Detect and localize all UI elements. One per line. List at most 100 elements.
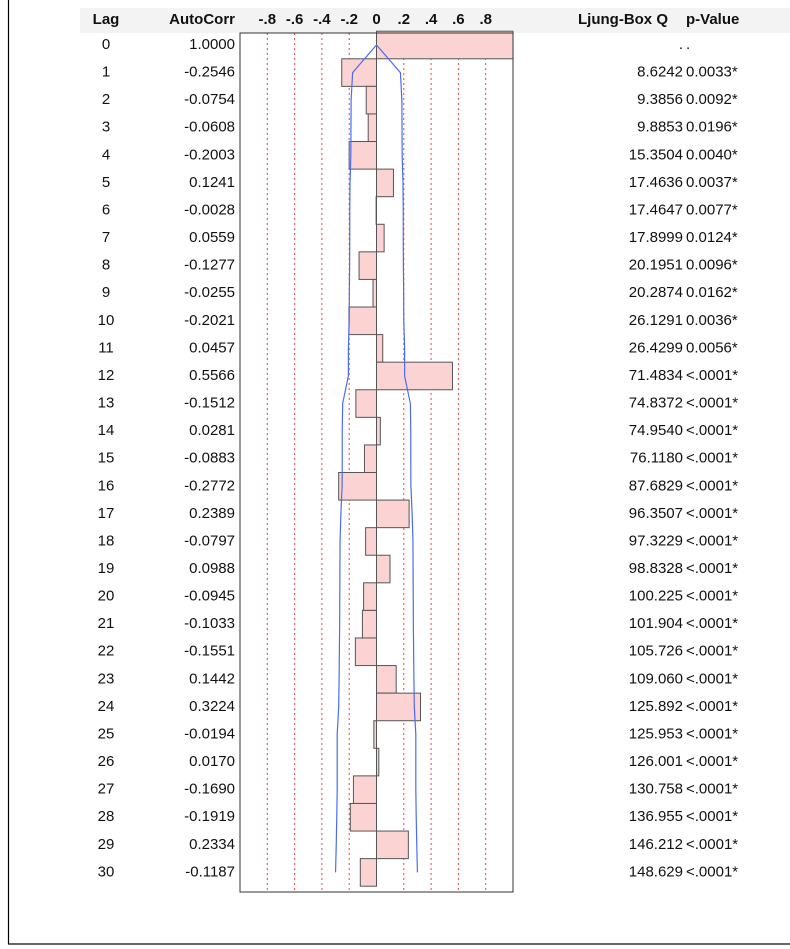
ljung-box-q: 74.8372: [629, 395, 683, 412]
ljung-box-q: 17.4636: [629, 174, 683, 191]
autocorr-value: -0.0883: [184, 450, 235, 467]
lag: 7: [102, 229, 110, 246]
autocorr-header: AutoCorr: [169, 11, 235, 28]
lag: 26: [98, 753, 115, 770]
lag: 22: [98, 643, 115, 660]
autocorr-value: -0.2021: [184, 312, 235, 329]
autocorr-value: -0.0797: [184, 532, 235, 549]
autocorr-value: -0.0608: [184, 119, 235, 136]
lag: 25: [98, 725, 115, 742]
autocorr-value: 0.0170: [189, 753, 235, 770]
bar: [349, 802, 378, 832]
bar: [365, 85, 377, 115]
x-tick-label: .2: [398, 11, 411, 28]
autocorr-value: 0.0988: [189, 560, 235, 577]
p-value: 0.0124*: [686, 229, 738, 246]
bar: [376, 665, 397, 694]
ljung-box-q: 20.2874: [629, 284, 683, 301]
p-value: <.0001*: [686, 863, 738, 880]
lag: 9: [102, 284, 110, 301]
bar: [376, 830, 409, 860]
p-value: 0.0162*: [686, 284, 738, 301]
ljung-box-q: 17.4647: [629, 201, 683, 218]
autocorr-value: 0.2334: [189, 836, 235, 853]
bar: [376, 361, 453, 391]
ljung-box-q: 101.904: [629, 615, 683, 632]
lag: 23: [98, 670, 115, 687]
bar: [376, 554, 391, 584]
p-value: <.0001*: [686, 753, 738, 770]
lag: 24: [98, 698, 115, 715]
p-value: <.0001*: [686, 395, 738, 412]
bar: [376, 30, 514, 60]
ljung-box-q: 17.8999: [629, 229, 683, 246]
bar: [376, 334, 384, 363]
p-value: <.0001*: [686, 836, 738, 853]
p-value: 0.0092*: [686, 91, 738, 108]
p-value: 0.0196*: [686, 119, 738, 136]
bar: [376, 692, 422, 722]
lag: 1: [102, 64, 110, 81]
bar: [363, 582, 377, 611]
lag: 10: [98, 312, 115, 329]
lag: 19: [98, 560, 115, 577]
report-border: [7, 0, 790, 945]
bar: [376, 168, 394, 198]
lag: 14: [98, 422, 115, 439]
autocorr-value: 0.0559: [189, 229, 235, 246]
lag: 0: [102, 36, 110, 53]
autocorr-value: -0.0028: [184, 201, 235, 218]
header-band: [80, 8, 790, 33]
lag: 16: [98, 477, 115, 494]
ljung-box-q: 97.3229: [629, 532, 683, 549]
x-tick-label: .4: [425, 11, 438, 28]
ljung-box-q: 9.3856: [637, 91, 683, 108]
p-value: <.0001*: [686, 643, 738, 660]
ljung-box-q: .: [679, 36, 683, 53]
ljung-box-q: 74.9540: [629, 422, 683, 439]
x-tick-label: 0: [372, 11, 380, 28]
bar: [361, 609, 377, 639]
ljung-box-q: 105.726: [629, 643, 683, 660]
bar: [338, 472, 377, 501]
autocorr-value: 0.1442: [189, 670, 235, 687]
autocorr-value: 0.0457: [189, 339, 235, 356]
p-value: <.0001*: [686, 450, 738, 467]
p-value: <.0001*: [686, 725, 738, 742]
lag: 11: [98, 339, 114, 356]
bar: [358, 251, 377, 280]
autocorr-value: -0.1919: [184, 808, 235, 825]
lag: 3: [102, 119, 110, 136]
ljung-box-q: 71.4834: [629, 367, 683, 384]
lower-limit-line: [334, 44, 377, 873]
p-value: <.0001*: [686, 367, 738, 384]
autocorr-value: -0.2546: [184, 64, 235, 81]
autocorr-value: -0.0255: [184, 284, 235, 301]
x-tick-label: -.4: [313, 11, 331, 28]
bar: [348, 306, 378, 336]
bar: [373, 720, 377, 749]
p-value: <.0001*: [686, 532, 738, 549]
autocorr-value: 0.2389: [189, 505, 235, 522]
autocorr-value: -0.0754: [184, 91, 235, 108]
chart-frame: [239, 32, 514, 893]
bar: [365, 527, 377, 556]
ljung-box-q: 126.001: [629, 753, 683, 770]
p-value: <.0001*: [686, 477, 738, 494]
p-value: <.0001*: [686, 422, 738, 439]
lag: 2: [102, 91, 110, 108]
p-value: <.0001*: [686, 808, 738, 825]
p-value: 0.0077*: [686, 201, 738, 218]
ljung-box-q: 109.060: [629, 670, 683, 687]
lag: 20: [98, 588, 115, 605]
ljung-box-q: 26.1291: [629, 312, 683, 329]
p-value-header: p-Value: [686, 11, 739, 28]
lag: 13: [98, 395, 115, 412]
ljung-box-q: 146.212: [629, 836, 683, 853]
autocorr-value: -0.0194: [184, 725, 235, 742]
p-value: 0.0056*: [686, 339, 738, 356]
p-value: <.0001*: [686, 615, 738, 632]
bar: [354, 637, 378, 667]
bar: [367, 113, 378, 143]
